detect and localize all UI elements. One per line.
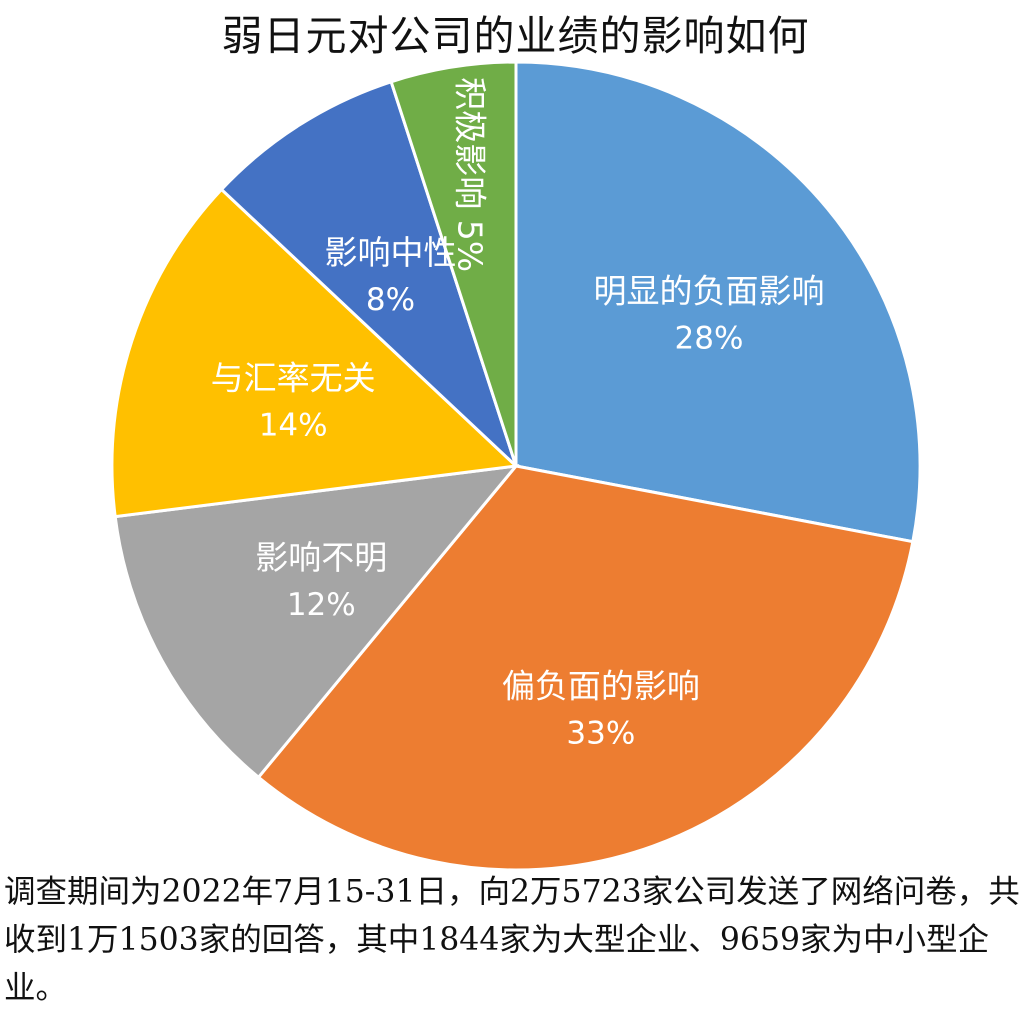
chart-title: 弱日元对公司的业绩的影响如何	[221, 12, 810, 60]
slice-label: 与汇率无关	[211, 359, 376, 398]
survey-footnote: 调查期间为2022年7月15-31日，向2万5723家公司发送了网络问卷，共收到…	[4, 874, 1020, 1006]
pie-chart: 明显的负面影响 28% 偏负面的影响 33% 影响不明 12% 与汇率无关 14% 影响中性 8%…	[110, 60, 922, 870]
pie-slice	[113, 464, 520, 780]
slice-value-label: 33%	[566, 716, 635, 752]
slice-value-label: 8%	[366, 282, 415, 318]
slice-value-label: 14%	[259, 408, 328, 444]
slice-label: 积极影响 5%	[450, 77, 489, 272]
slice-label: 偏负面的影响	[502, 667, 700, 706]
pie-slice	[219, 79, 518, 468]
pie-slice	[514, 60, 922, 544]
pie-slices	[110, 60, 922, 870]
pie-slice	[389, 60, 518, 467]
slice-label: 明显的负面影响	[593, 271, 824, 310]
slice-label: 影响中性	[324, 233, 456, 272]
pie-labels: 明显的负面影响 28% 偏负面的影响 33% 影响不明 12% 与汇率无关 14% 影响中性 8%…	[211, 77, 825, 751]
slice-value-label: 28%	[675, 320, 744, 356]
slice-value-label: 12%	[287, 587, 356, 623]
slice-label: 影响不明	[255, 538, 387, 577]
pie-slice	[110, 187, 520, 519]
pie-slice	[256, 464, 915, 870]
